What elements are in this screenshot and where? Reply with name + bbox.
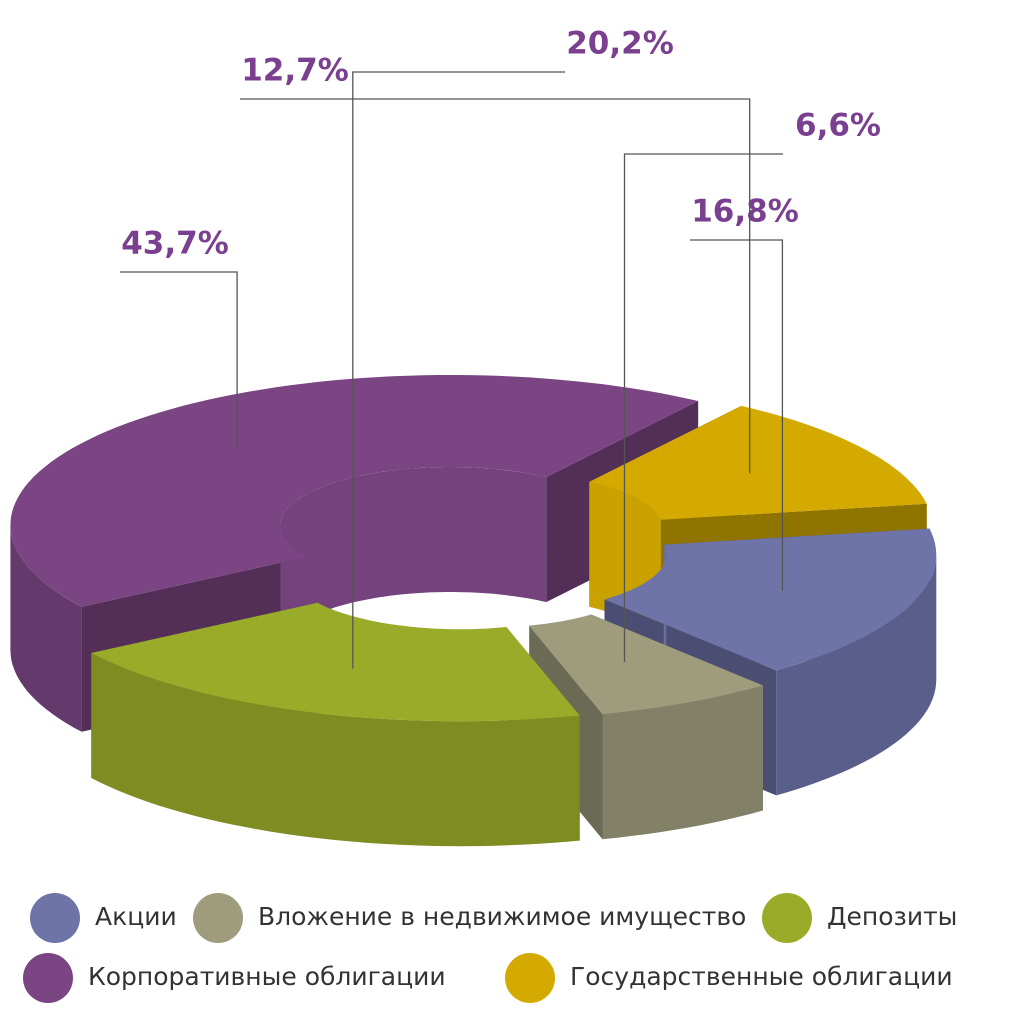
- value-label: 16,8%: [691, 194, 799, 230]
- legend-swatch: [505, 953, 555, 1003]
- legend-label: Государственные облигации: [570, 962, 953, 991]
- slice-outer-wall: [10, 525, 82, 732]
- value-label: 6,6%: [795, 108, 881, 144]
- slice: [91, 602, 580, 722]
- slice: [10, 375, 699, 607]
- value-label: 20,2%: [566, 26, 674, 62]
- slice-inner-wall: [280, 467, 547, 650]
- leader-line: [690, 239, 784, 591]
- legend-swatch: [23, 953, 73, 1003]
- legend-swatch: [193, 893, 243, 943]
- legend-swatch: [762, 893, 812, 943]
- leader-line: [352, 71, 565, 669]
- value-label: 43,7%: [121, 226, 229, 262]
- slice-outer-wall: [776, 554, 937, 796]
- legend-swatch: [30, 893, 80, 943]
- legend-label: Акции: [95, 902, 177, 931]
- value-label: 12,7%: [241, 53, 349, 89]
- slice-outer-wall: [91, 653, 580, 847]
- leader-line: [120, 271, 238, 451]
- legend-label: Депозиты: [827, 902, 957, 931]
- leader-line: [623, 153, 783, 662]
- slice-outer-wall: [602, 685, 763, 840]
- legend-label: Вложение в недвижимое имущество: [258, 902, 746, 931]
- slice: [604, 528, 937, 671]
- slice: [529, 614, 763, 715]
- leader-line: [240, 98, 751, 474]
- slice: [589, 405, 927, 520]
- legend-label: Корпоративные облигации: [88, 962, 446, 991]
